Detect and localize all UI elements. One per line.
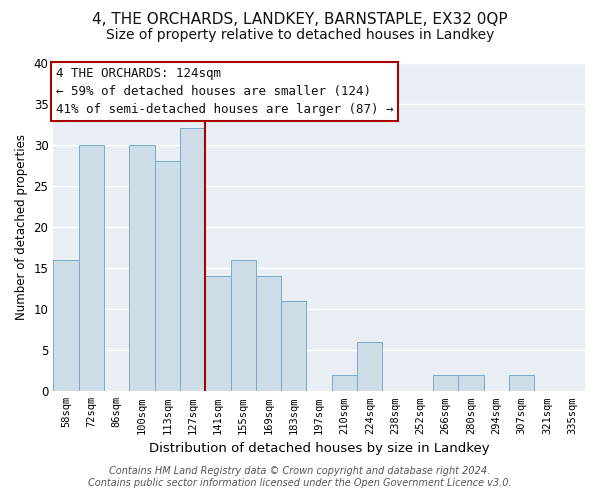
Bar (357, 342, 382, 392)
Bar (433, 375, 458, 392)
Y-axis label: Number of detached properties: Number of detached properties (15, 134, 28, 320)
Text: 4, THE ORCHARDS, LANDKEY, BARNSTAPLE, EX32 0QP: 4, THE ORCHARDS, LANDKEY, BARNSTAPLE, EX… (92, 12, 508, 28)
Text: Size of property relative to detached houses in Landkey: Size of property relative to detached ho… (106, 28, 494, 42)
Bar (332, 375, 357, 392)
Bar (256, 276, 281, 392)
Bar (281, 301, 307, 392)
X-axis label: Distribution of detached houses by size in Landkey: Distribution of detached houses by size … (149, 442, 490, 455)
Bar (79, 144, 104, 392)
Bar (129, 144, 155, 392)
Bar (458, 375, 484, 392)
Bar (205, 276, 230, 392)
Bar (180, 128, 205, 392)
Bar (230, 260, 256, 392)
Text: 4 THE ORCHARDS: 124sqm
← 59% of detached houses are smaller (124)
41% of semi-de: 4 THE ORCHARDS: 124sqm ← 59% of detached… (56, 66, 394, 116)
Bar (53, 260, 79, 392)
Text: Contains HM Land Registry data © Crown copyright and database right 2024.
Contai: Contains HM Land Registry data © Crown c… (88, 466, 512, 487)
Bar (155, 161, 180, 392)
Bar (509, 375, 535, 392)
